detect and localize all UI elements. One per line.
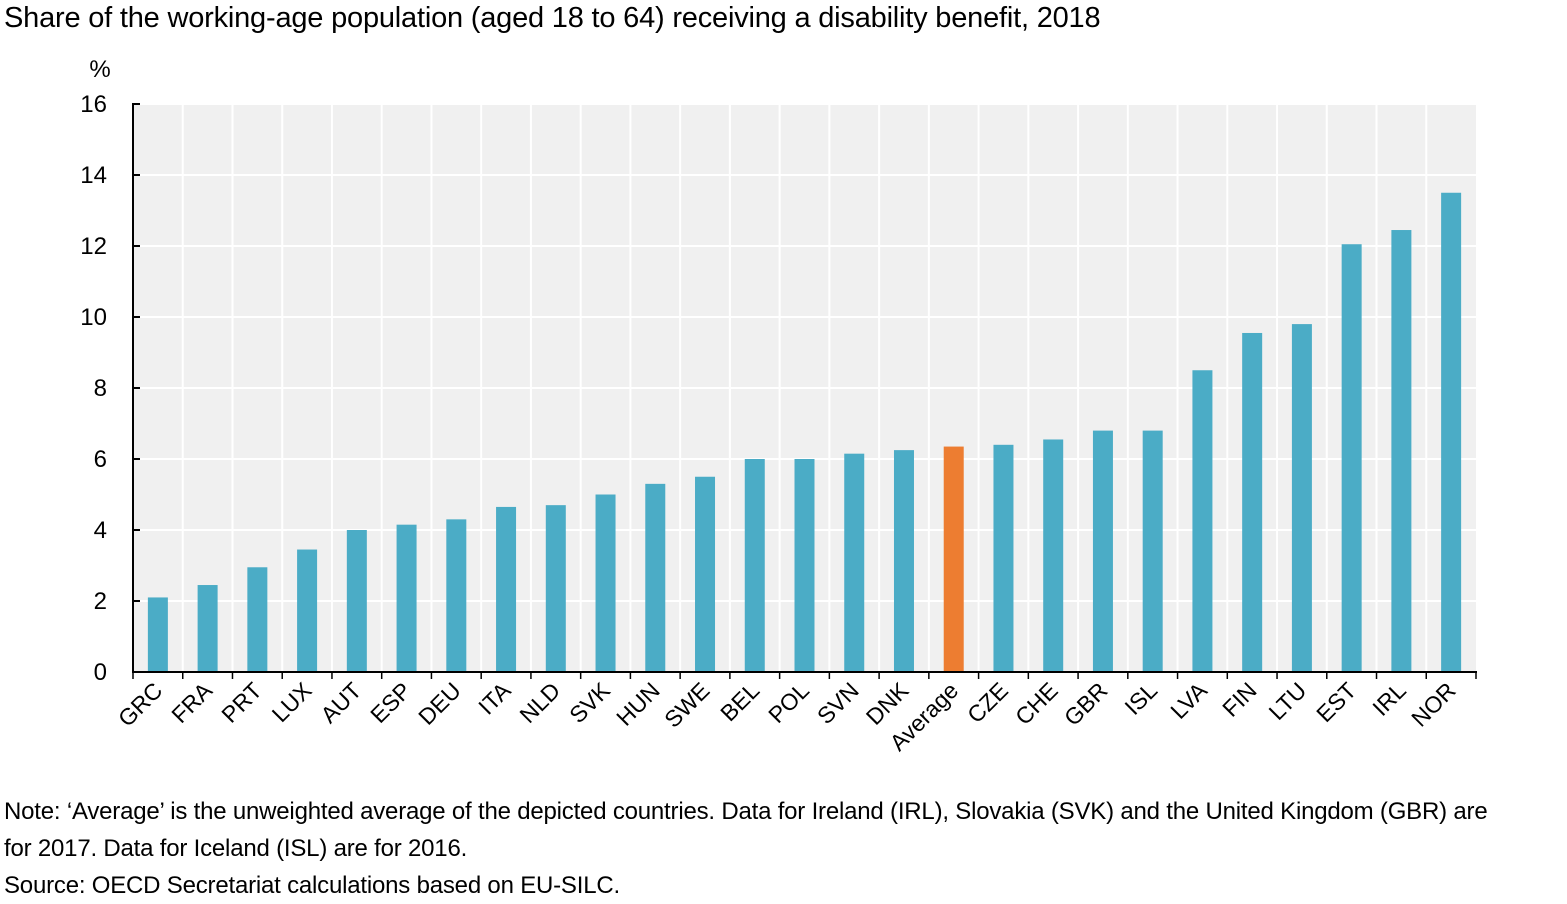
bar-average xyxy=(943,446,964,672)
bar-lux xyxy=(297,549,318,672)
y-tick-labels: 0 2 4 6 8 10 12 14 16 xyxy=(80,91,107,686)
x-tick-label-bel: BEL xyxy=(715,677,764,726)
bar-ita xyxy=(496,506,517,672)
note-line-2: for 2017. Data for Iceland (ISL) are for… xyxy=(4,835,468,862)
y-tick-label: 2 xyxy=(94,588,107,615)
x-tick-label-isl: ISL xyxy=(1119,677,1162,720)
bar-pol xyxy=(794,459,815,672)
bar-irl xyxy=(1391,230,1412,672)
bar-svk xyxy=(595,494,616,672)
bar-aut xyxy=(346,530,367,672)
x-tick-label-fin: FIN xyxy=(1217,677,1262,722)
y-tick-label: 16 xyxy=(80,91,107,118)
x-tick-label-fra: FRA xyxy=(166,677,217,728)
x-tick-label-nor: NOR xyxy=(1406,677,1461,732)
bar-fra xyxy=(197,585,218,672)
x-tick-label-ltu: LTU xyxy=(1264,677,1312,725)
y-tick-label: 8 xyxy=(94,375,107,402)
axes xyxy=(132,103,1477,679)
bar-esp xyxy=(396,524,417,672)
y-tick-label: 0 xyxy=(94,659,107,686)
bar-che xyxy=(1043,439,1064,672)
x-tick-label-nld: NLD xyxy=(514,677,565,728)
x-tick-label-swe: SWE xyxy=(659,677,714,732)
x-tick-label-grc: GRC xyxy=(113,677,168,732)
note-line-1: Note: ‘Average’ is the unweighted averag… xyxy=(4,798,1488,825)
x-tick-label-lva: LVA xyxy=(1165,677,1212,724)
y-tick-label: 6 xyxy=(94,446,107,473)
bar-prt xyxy=(247,567,268,672)
chart-title: Share of the working-age population (age… xyxy=(4,2,1101,34)
bar-grc xyxy=(147,597,168,672)
bar-est xyxy=(1341,244,1362,672)
bar-gbr xyxy=(1092,430,1113,672)
chart-notes: Note: ‘Average’ is the unweighted averag… xyxy=(4,793,1564,904)
bar-deu xyxy=(446,519,467,672)
x-tick-label-aut: AUT xyxy=(315,677,366,728)
bar-swe xyxy=(695,476,716,672)
x-tick-label-cze: CZE xyxy=(962,677,1013,728)
x-tick-label-irl: IRL xyxy=(1367,677,1411,721)
x-tick-label-svk: SVK xyxy=(564,677,615,728)
x-tick-label-svn: SVN xyxy=(812,677,864,729)
bar-ltu xyxy=(1291,324,1312,672)
y-axis-unit: % xyxy=(89,56,110,83)
x-tick-label-gbr: GBR xyxy=(1059,677,1113,731)
x-tick-label-che: CHE xyxy=(1010,677,1063,730)
y-tick-label: 10 xyxy=(80,304,107,331)
bar-lva xyxy=(1192,370,1213,672)
bar-bel xyxy=(744,459,765,672)
bar-svn xyxy=(844,453,865,672)
bar-cze xyxy=(993,444,1014,672)
x-tick-label-ita: ITA xyxy=(473,677,516,720)
bar-fin xyxy=(1242,332,1263,672)
x-tick-label-deu: DEU xyxy=(413,677,466,730)
y-tick-label: 12 xyxy=(80,233,107,260)
x-tick-label-prt: PRT xyxy=(216,677,267,728)
x-tick-label-est: EST xyxy=(1311,677,1361,727)
x-tick-label-lux: LUX xyxy=(267,677,317,727)
bar-dnk xyxy=(893,450,914,672)
y-tick-label: 4 xyxy=(94,517,107,544)
bar-nld xyxy=(545,505,566,672)
y-tick-label: 14 xyxy=(80,162,107,189)
bar-isl xyxy=(1142,430,1163,672)
x-tick-label-pol: POL xyxy=(763,677,814,728)
x-tick-label-esp: ESP xyxy=(365,677,416,728)
bar-hun xyxy=(645,483,666,672)
x-tick-label-hun: HUN xyxy=(611,677,665,731)
source-line: Source: OECD Secretariat calculations ba… xyxy=(4,872,620,899)
bars xyxy=(147,192,1462,672)
bar-nor xyxy=(1441,192,1462,672)
